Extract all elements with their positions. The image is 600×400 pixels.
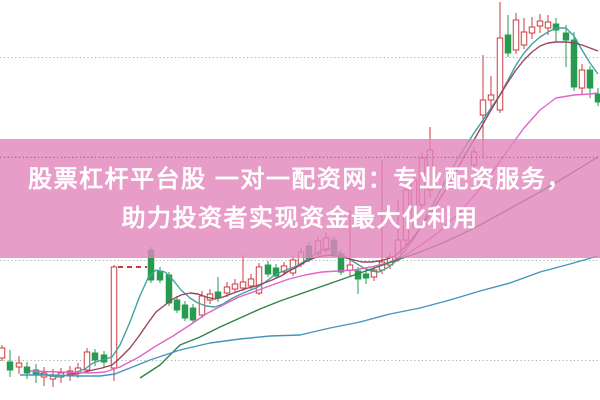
candle-body <box>544 21 552 29</box>
gridline-through-banner <box>0 156 600 158</box>
candle-body <box>181 304 189 319</box>
candle-body <box>496 37 504 111</box>
candle-body <box>223 286 231 294</box>
candle-body <box>512 19 520 51</box>
candle-body <box>552 23 560 31</box>
candle-body <box>110 266 118 369</box>
candle-body <box>173 299 181 311</box>
candle-body <box>272 267 280 277</box>
candle-body <box>586 69 594 89</box>
candle-body <box>91 352 99 361</box>
candle-body <box>562 32 570 41</box>
banner-title-line2: 助力投资者实现资金最大化利用 <box>121 204 479 232</box>
candle-body <box>255 266 263 294</box>
candle-body <box>156 270 164 281</box>
candle-body <box>479 99 487 116</box>
candle-body <box>0 347 6 359</box>
candle-body <box>594 93 600 103</box>
ma-line-ma60 <box>20 255 599 377</box>
candle-body <box>487 94 495 101</box>
candle-body <box>23 366 31 374</box>
candle-body <box>370 269 378 278</box>
candle-body <box>578 69 586 89</box>
candle-body <box>15 362 23 368</box>
candle-body <box>570 39 578 88</box>
candle-body <box>362 273 370 279</box>
headline-banner: 股票杠杆平台股 一对一配资网：专业配资服务， 助力投资者实现资金最大化利用 <box>0 139 600 258</box>
candle-body <box>346 264 354 271</box>
candle-body <box>247 278 255 287</box>
candle-body <box>165 274 173 304</box>
candle-body <box>6 361 14 371</box>
candle-body <box>528 26 536 34</box>
banner-title-line1: 股票杠杆平台股 一对一配资网：专业配资服务， <box>28 165 572 193</box>
candle-body <box>520 31 528 46</box>
candle-body <box>504 34 512 54</box>
candle-body <box>264 264 272 275</box>
candle-body <box>83 351 91 371</box>
candle-body <box>189 307 197 321</box>
candle-body <box>239 281 247 289</box>
candle-body <box>280 265 288 273</box>
candle-body <box>536 20 544 27</box>
candle-body <box>231 283 239 290</box>
